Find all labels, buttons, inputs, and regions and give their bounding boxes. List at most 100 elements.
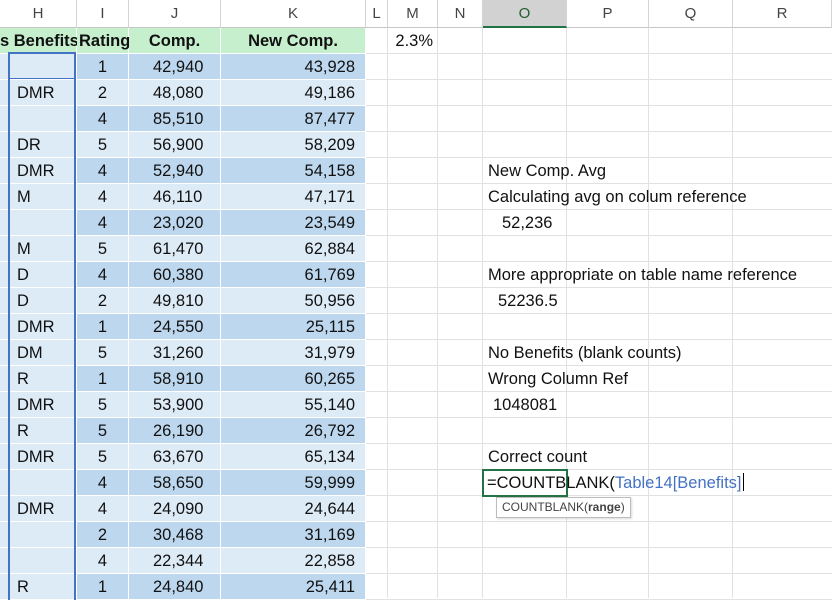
col-header-m[interactable]: M <box>388 0 438 28</box>
table-cell-rating[interactable]: 5 <box>77 392 129 418</box>
table-cell-comp[interactable]: 61,470 <box>129 236 221 262</box>
value-avg-table-ref[interactable]: 52236.5 <box>498 292 558 310</box>
table-cell-benefits[interactable]: DMR <box>0 496 77 522</box>
table-cell-new[interactable]: 24,644 <box>221 496 366 522</box>
table-cell-rating[interactable]: 5 <box>77 418 129 444</box>
table-cell-new[interactable]: 49,186 <box>221 80 366 106</box>
table-cell-comp[interactable]: 53,900 <box>129 392 221 418</box>
table-cell-benefits[interactable]: D <box>0 262 77 288</box>
table-cell-benefits[interactable]: DMR <box>0 80 77 106</box>
table-cell-comp[interactable]: 56,900 <box>129 132 221 158</box>
table-cell-benefits[interactable]: DMR <box>0 158 77 184</box>
table-cell-rating[interactable]: 5 <box>77 444 129 470</box>
table-cell-new[interactable]: 87,477 <box>221 106 366 132</box>
table-cell-new[interactable]: 47,171 <box>221 184 366 210</box>
table-cell-benefits[interactable]: DMR <box>0 314 77 340</box>
table-cell-benefits[interactable]: DM <box>0 340 77 366</box>
note-avg-title[interactable]: New Comp. Avg <box>488 162 606 180</box>
table-cell-new[interactable]: 43,928 <box>221 54 366 80</box>
table-cell-benefits[interactable] <box>0 106 77 132</box>
table-header-comp[interactable]: Comp. <box>129 28 221 54</box>
table-cell-comp[interactable]: 24,550 <box>129 314 221 340</box>
table-cell-benefits[interactable]: DMR <box>0 392 77 418</box>
value-avg-col-ref[interactable]: 52,236 <box>502 214 553 232</box>
table-cell-benefits[interactable]: R <box>0 418 77 444</box>
table-cell-comp[interactable]: 52,940 <box>129 158 221 184</box>
table-cell-comp[interactable]: 46,110 <box>129 184 221 210</box>
table-cell-rating[interactable]: 4 <box>77 262 129 288</box>
table-cell-comp[interactable]: 49,810 <box>129 288 221 314</box>
table-cell-comp[interactable]: 23,020 <box>129 210 221 236</box>
table-cell-benefits[interactable] <box>0 548 77 574</box>
table-cell-new[interactable]: 26,792 <box>221 418 366 444</box>
col-header-r[interactable]: R <box>733 0 832 28</box>
table-cell-new[interactable]: 25,115 <box>221 314 366 340</box>
table-cell-comp[interactable]: 26,190 <box>129 418 221 444</box>
table-cell-rating[interactable]: 2 <box>77 288 129 314</box>
table-cell-benefits[interactable]: M <box>0 184 77 210</box>
table-cell-comp[interactable]: 30,468 <box>129 522 221 548</box>
table-cell-new[interactable]: 55,140 <box>221 392 366 418</box>
table-cell-comp[interactable]: 63,670 <box>129 444 221 470</box>
table-cell-comp[interactable]: 58,910 <box>129 366 221 392</box>
table-cell-rating[interactable]: 1 <box>77 366 129 392</box>
table-cell-benefits[interactable] <box>0 470 77 496</box>
table-cell-comp[interactable]: 58,650 <box>129 470 221 496</box>
table-cell-rating[interactable]: 4 <box>77 496 129 522</box>
table-cell-rating[interactable]: 4 <box>77 184 129 210</box>
table-cell-benefits[interactable]: DMR <box>0 444 77 470</box>
table-cell-new[interactable]: 59,999 <box>221 470 366 496</box>
table-cell-comp[interactable]: 24,840 <box>129 574 221 600</box>
worksheet-grid[interactable] <box>0 28 832 600</box>
table-cell-benefits[interactable]: M <box>0 236 77 262</box>
table-cell-benefits[interactable] <box>0 210 77 236</box>
table-header-new-comp[interactable]: New Comp. <box>221 28 366 54</box>
col-header-q[interactable]: Q <box>649 0 733 28</box>
table-cell-new[interactable]: 31,169 <box>221 522 366 548</box>
table-cell-benefits[interactable]: R <box>0 574 77 600</box>
table-cell-rating[interactable]: 5 <box>77 340 129 366</box>
table-cell-new[interactable]: 22,858 <box>221 548 366 574</box>
col-header-o[interactable]: O <box>483 0 567 28</box>
table-cell-new[interactable]: 58,209 <box>221 132 366 158</box>
table-cell-new[interactable]: 65,134 <box>221 444 366 470</box>
table-cell-comp[interactable]: 31,260 <box>129 340 221 366</box>
table-cell-comp[interactable]: 48,080 <box>129 80 221 106</box>
value-wrong-ref[interactable]: 1048081 <box>493 396 558 414</box>
table-cell-comp[interactable]: 22,344 <box>129 548 221 574</box>
note-correct-count[interactable]: Correct count <box>488 448 588 466</box>
table-cell-new[interactable]: 50,956 <box>221 288 366 314</box>
table-cell-benefits[interactable] <box>0 54 77 80</box>
formula-in-cell[interactable]: =COUNTBLANK(Table14[Benefits] <box>483 470 749 496</box>
table-cell-benefits[interactable] <box>0 522 77 548</box>
table-cell-new[interactable]: 25,411 <box>221 574 366 600</box>
col-header-p[interactable]: P <box>567 0 649 28</box>
table-cell-comp[interactable]: 42,940 <box>129 54 221 80</box>
active-cell-o18[interactable] <box>482 469 568 497</box>
table-cell-new[interactable]: 23,549 <box>221 210 366 236</box>
table-cell-new[interactable]: 60,265 <box>221 366 366 392</box>
table-cell-new[interactable]: 31,979 <box>221 340 366 366</box>
table-cell-new[interactable]: 61,769 <box>221 262 366 288</box>
table-cell-benefits[interactable]: R <box>0 366 77 392</box>
table-cell-new[interactable]: 54,158 <box>221 158 366 184</box>
table-cell-comp[interactable]: 85,510 <box>129 106 221 132</box>
table-cell-rating[interactable]: 5 <box>77 236 129 262</box>
table-cell-comp[interactable]: 60,380 <box>129 262 221 288</box>
table-cell-rating[interactable]: 4 <box>77 158 129 184</box>
col-header-k[interactable]: K <box>221 0 366 28</box>
table-cell-benefits[interactable]: DR <box>0 132 77 158</box>
col-header-l[interactable]: L <box>366 0 388 28</box>
note-wrong-ref[interactable]: Wrong Column Ref <box>488 370 629 388</box>
table-cell-rating[interactable]: 4 <box>77 106 129 132</box>
col-header-h[interactable]: H <box>0 0 77 28</box>
note-avg-table-ref[interactable]: More appropriate on table name reference <box>488 266 798 284</box>
table-header-rating[interactable]: Rating <box>77 28 130 54</box>
table-header-benefits[interactable]: s Benefits <box>0 28 79 54</box>
table-cell-comp[interactable]: 24,090 <box>129 496 221 522</box>
col-header-i[interactable]: I <box>77 0 129 28</box>
table-cell-rating[interactable]: 1 <box>77 574 129 600</box>
col-header-n[interactable]: N <box>438 0 483 28</box>
table-cell-new[interactable]: 62,884 <box>221 236 366 262</box>
col-header-j[interactable]: J <box>129 0 221 28</box>
